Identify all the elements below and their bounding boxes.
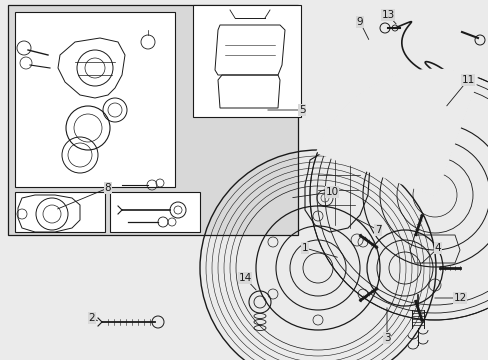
Text: 3: 3 [383, 333, 389, 343]
Text: 14: 14 [238, 273, 251, 283]
Bar [15, 12, 175, 187]
Wedge shape [317, 70, 477, 195]
Bar [8, 5, 297, 235]
Text: 9: 9 [356, 17, 363, 27]
Text: 7: 7 [374, 225, 381, 235]
Bar [15, 192, 105, 232]
Bar [193, 5, 301, 117]
Text: 11: 11 [461, 75, 474, 85]
Text: 12: 12 [452, 293, 466, 303]
Text: 1: 1 [301, 243, 307, 253]
Text: 10: 10 [325, 187, 338, 197]
Bar [110, 192, 200, 232]
Text: 13: 13 [381, 10, 394, 20]
Text: 5: 5 [298, 105, 305, 115]
Text: 8: 8 [104, 183, 111, 193]
Text: 4: 4 [434, 243, 440, 253]
Text: 2: 2 [88, 313, 95, 323]
